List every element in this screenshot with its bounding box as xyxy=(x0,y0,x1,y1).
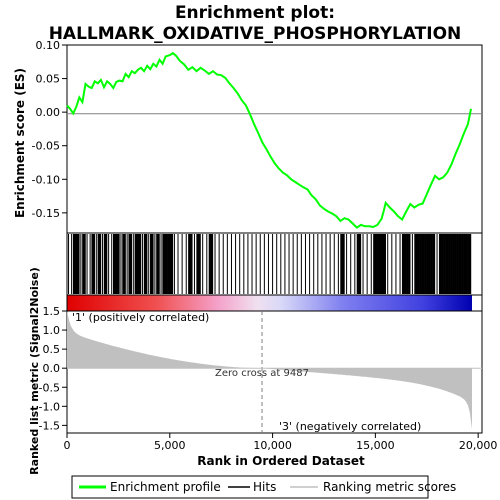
x-tick-label: 15,000 xyxy=(356,439,395,452)
es-y-tick-label: -0.15 xyxy=(32,207,60,220)
chart-title-line1: Enrichment plot: xyxy=(175,3,335,23)
metric-y-tick-label: -0.5 xyxy=(39,381,60,394)
legend-metric-label: Ranking metric scores xyxy=(323,480,456,494)
metric-y-ticks: 1.5 1.0 0.5 0.0 -0.5 -1.0 -1.5 xyxy=(39,305,67,432)
legend-profile-label: Enrichment profile xyxy=(110,480,221,494)
enrichment-profile-line xyxy=(66,51,472,229)
metric-y-tick-label: 1.0 xyxy=(43,324,61,337)
zero-cross-label: Zero cross at 9487 xyxy=(215,368,309,379)
metric-axis-label: Ranked list metric (Signal2Noise) xyxy=(28,267,41,475)
legend: Enrichment profile Hits Ranking metric s… xyxy=(71,475,456,499)
es-y-tick-label: 0.10 xyxy=(36,39,61,52)
rank-colorbar xyxy=(66,294,483,312)
es-y-tick-label: 0.05 xyxy=(36,73,61,86)
hits-panel xyxy=(66,232,483,296)
es-axis-label: Enrichment score (ES) xyxy=(13,68,27,218)
es-panel: 0.10 0.05 0.00 -0.05 -0.10 -0.15 xyxy=(32,39,483,234)
rank-colorbar-strip xyxy=(67,295,472,311)
es-y-tick-label: 0.00 xyxy=(36,106,61,119)
x-tick-label: 20,000 xyxy=(459,439,498,452)
es-y-tick-label: -0.10 xyxy=(32,173,60,186)
x-tick-label: 10,000 xyxy=(253,439,292,452)
metric-panel: Zero cross at 9487 '1' (positively corre… xyxy=(39,305,498,452)
x-tick-label: 5,000 xyxy=(154,439,186,452)
negative-correlation-label: '3' (negatively correlated) xyxy=(279,420,421,433)
es-y-ticks: 0.10 0.05 0.00 -0.05 -0.10 -0.15 xyxy=(32,39,67,220)
positive-correlation-label: '1' (positively correlated) xyxy=(72,311,209,324)
metric-y-tick-label: -1.0 xyxy=(39,400,60,413)
hit-lines xyxy=(68,234,472,294)
metric-panel-frame xyxy=(66,310,483,434)
ranking-metric-area xyxy=(67,311,472,430)
x-tick-label: 0 xyxy=(64,439,71,452)
x-ticks: 0 5,000 10,000 15,000 20,000 xyxy=(64,433,498,452)
metric-y-tick-label: 1.5 xyxy=(43,305,61,318)
metric-y-tick-label: 0.5 xyxy=(43,343,61,356)
chart-title-line2: HALLMARK_OXIDATIVE_PHOSPHORYLATION xyxy=(49,24,462,44)
metric-y-tick-label: -1.5 xyxy=(39,419,60,432)
legend-hits-label: Hits xyxy=(253,480,276,494)
es-y-tick-label: -0.05 xyxy=(32,140,60,153)
x-axis-label: Rank in Ordered Dataset xyxy=(197,454,365,468)
metric-y-tick-label: 0.0 xyxy=(43,362,61,375)
